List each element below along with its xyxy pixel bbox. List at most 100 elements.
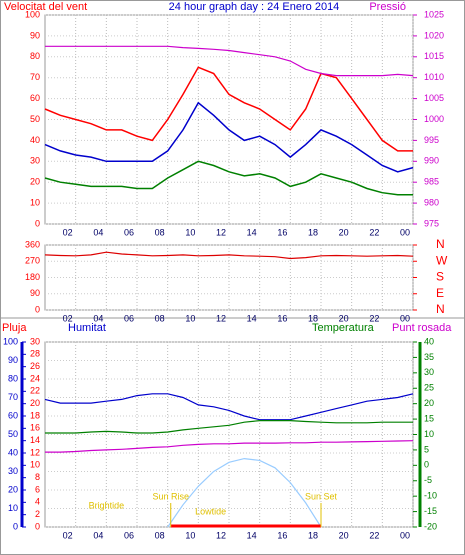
wind-label: Velocitat del vent [4,1,87,13]
y-tick-label: 100 [25,9,40,19]
x-tick-label: 12 [216,227,226,237]
y3-tick-label: 16 [30,423,40,433]
x-tick-label: 16 [277,313,287,323]
y2-tick-label: 990 [424,156,439,166]
x-tick-label: 04 [93,530,103,540]
y2-tick-label: 1010 [424,72,444,82]
y3-tick-label: 2 [35,509,40,519]
annotation: Sun Set [305,491,338,501]
y2-tick-label: W [436,253,448,267]
x-tick-label: 08 [155,530,165,540]
y3-tick-label: 26 [30,361,40,371]
y-tick-label: 60 [8,410,18,420]
x-tick-label: 00 [400,313,410,323]
y2-tick-label: -5 [424,475,432,485]
legend-label: Humitat [68,322,106,334]
y-tick-label: 0 [35,218,40,228]
pressure-label: Pressió [369,1,406,13]
y2-tick-label: -10 [424,491,437,501]
x-tick-label: 02 [63,313,73,323]
y2-tick-label: 995 [424,135,439,145]
y-tick-label: 90 [30,30,40,40]
x-tick-label: 20 [339,530,349,540]
y3-tick-label: 8 [35,472,40,482]
y2-tick-label: 25 [424,383,434,393]
y3-tick-label: 24 [30,373,40,383]
y-tick-label: 50 [8,429,18,439]
series-line [44,251,414,260]
y2-tick-label: E [436,286,444,300]
y3-tick-label: 6 [35,484,40,494]
y-tick-label: 40 [30,135,40,145]
y-tick-label: 100 [3,336,18,346]
y2-tick-label: N [436,302,445,316]
x-tick-label: 12 [216,313,226,323]
y3-tick-label: 10 [30,460,40,470]
x-tick-label: 14 [247,227,257,237]
y-tick-label: 360 [25,239,40,249]
y2-tick-label: 15 [424,413,434,423]
series-line [44,66,413,152]
series-line [45,420,413,434]
y-tick-label: 270 [25,256,40,266]
series-line [44,101,414,173]
x-tick-label: 18 [308,530,318,540]
annotation: Lowtide [195,506,226,516]
y2-tick-label: 1025 [424,9,444,19]
y2-tick-label: N [436,237,445,251]
y3-tick-label: 0 [35,521,40,531]
x-tick-label: 06 [124,530,134,540]
legend-label: Temperatura [312,322,375,334]
x-tick-label: 02 [63,530,73,540]
y-tick-label: 90 [8,355,18,365]
x-tick-label: 00 [400,227,410,237]
series-line [44,160,413,196]
x-tick-label: 14 [247,313,257,323]
y-tick-label: 0 [35,304,40,314]
y-tick-label: 30 [30,156,40,166]
x-tick-label: 12 [216,530,226,540]
y-tick-label: 70 [8,392,18,402]
title: 24 hour graph day : 24 Enero 2014 [169,1,340,13]
x-tick-label: 18 [308,227,318,237]
y2-tick-label: 1015 [424,51,444,61]
x-tick-label: 18 [308,313,318,323]
x-tick-label: 22 [369,227,379,237]
y2-tick-label: 35 [424,352,434,362]
y2-tick-label: 985 [424,177,439,187]
x-tick-label: 04 [93,227,103,237]
y2-tick-label: 40 [424,336,434,346]
x-tick-label: 08 [155,313,165,323]
y2-tick-label: 980 [424,197,439,207]
y2-tick-label: 30 [424,367,434,377]
y-tick-label: 80 [30,51,40,61]
y-tick-label: 70 [30,72,40,82]
y2-tick-label: 20 [424,398,434,408]
x-tick-label: 04 [93,313,103,323]
y3-tick-label: 28 [30,349,40,359]
x-tick-label: 16 [277,530,287,540]
y2-tick-label: 5 [424,444,429,454]
y-tick-label: 180 [25,272,40,282]
y2-tick-label: 1005 [424,93,444,103]
y-tick-label: 40 [8,447,18,457]
y3-tick-label: 30 [30,336,40,346]
y3-tick-label: 12 [30,447,40,457]
y-tick-label: 20 [30,177,40,187]
x-tick-label: 22 [369,313,379,323]
series-line [167,457,322,528]
x-tick-label: 00 [400,530,410,540]
y3-tick-label: 20 [30,398,40,408]
x-tick-label: 10 [185,530,195,540]
x-tick-label: 22 [369,530,379,540]
y2-tick-label: -20 [424,521,437,531]
y2-tick-label: 10 [424,429,434,439]
y-tick-label: 10 [30,197,40,207]
x-tick-label: 10 [185,313,195,323]
series-line [45,45,414,77]
y-tick-label: 60 [30,93,40,103]
y2-tick-label: 0 [424,460,429,470]
series-line [45,440,414,453]
y-tick-label: 50 [30,114,40,124]
